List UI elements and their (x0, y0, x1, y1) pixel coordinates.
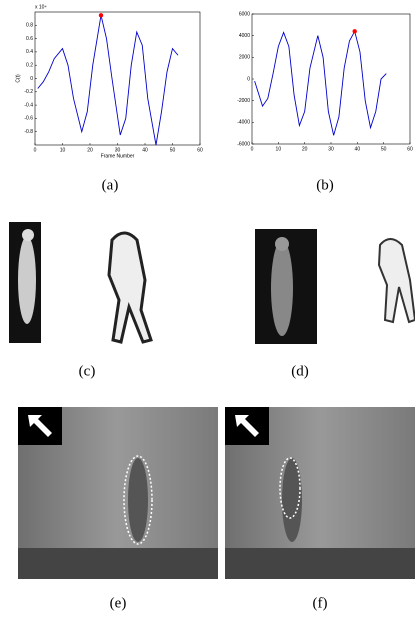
caption: (b) (316, 177, 334, 193)
peak-marker (353, 29, 357, 33)
y-tick-label: -0.2 (24, 89, 33, 95)
caption: (e) (110, 595, 127, 611)
x-tick-label: 10 (60, 147, 66, 153)
caption: (d) (291, 363, 309, 379)
caption: (f) (313, 595, 328, 611)
x-tick-label: 60 (407, 146, 413, 152)
y-tick-label: 2000 (239, 55, 250, 61)
data-line (255, 31, 387, 135)
x-tick-label: 30 (328, 146, 334, 152)
x-tick-label: 40 (355, 146, 361, 152)
x-axis-label: Frame Number (101, 153, 135, 159)
scale-label: x 10⁴ (35, 4, 47, 10)
figure: (a) (b) (c) (d) (e) (f) -0.8 -0.6 -0.4 -0.2… (0, 0, 415, 616)
caption: (a) (102, 177, 119, 193)
peak-marker (99, 13, 103, 17)
panel-f (225, 407, 415, 579)
y-tick-label: 0 (30, 76, 33, 82)
y-tick-label: 0 (247, 76, 250, 82)
y-tick-label: 0.8 (26, 23, 33, 29)
x-tick-label: 50 (170, 147, 176, 153)
data-line (38, 15, 178, 145)
y-tick-label: -0.8 (24, 129, 33, 135)
y-tick-label: -4000 (237, 120, 250, 126)
y-tick-label: -0.6 (24, 116, 33, 122)
y-axis-label: C(t) (15, 74, 21, 83)
caption: (c) (79, 363, 96, 379)
x-tick-label: 20 (87, 147, 93, 153)
panel-c (9, 222, 151, 343)
y-tick-label: 6000 (239, 11, 250, 17)
y-tick-label: -0.4 (24, 102, 33, 108)
x-tick-label: 40 (142, 147, 148, 153)
x-tick-label: 50 (381, 146, 387, 152)
x-tick-label: 0 (251, 146, 254, 152)
x-tick-label: 60 (197, 147, 203, 153)
y-tick-label: -2000 (237, 98, 250, 104)
x-tick-label: 20 (302, 146, 308, 152)
panel-d (255, 229, 415, 344)
y-tick-label: 0.6 (26, 36, 33, 42)
y-tick-label: -6000 (237, 141, 250, 147)
x-tick-label: 0 (34, 147, 37, 153)
y-tick-label: 4000 (239, 33, 250, 39)
y-tick-label: 0.2 (26, 63, 33, 69)
x-tick-label: 10 (276, 146, 282, 152)
plot-frame (35, 12, 200, 145)
panel-e (18, 407, 218, 579)
y-tick-label: 0.4 (26, 49, 33, 55)
